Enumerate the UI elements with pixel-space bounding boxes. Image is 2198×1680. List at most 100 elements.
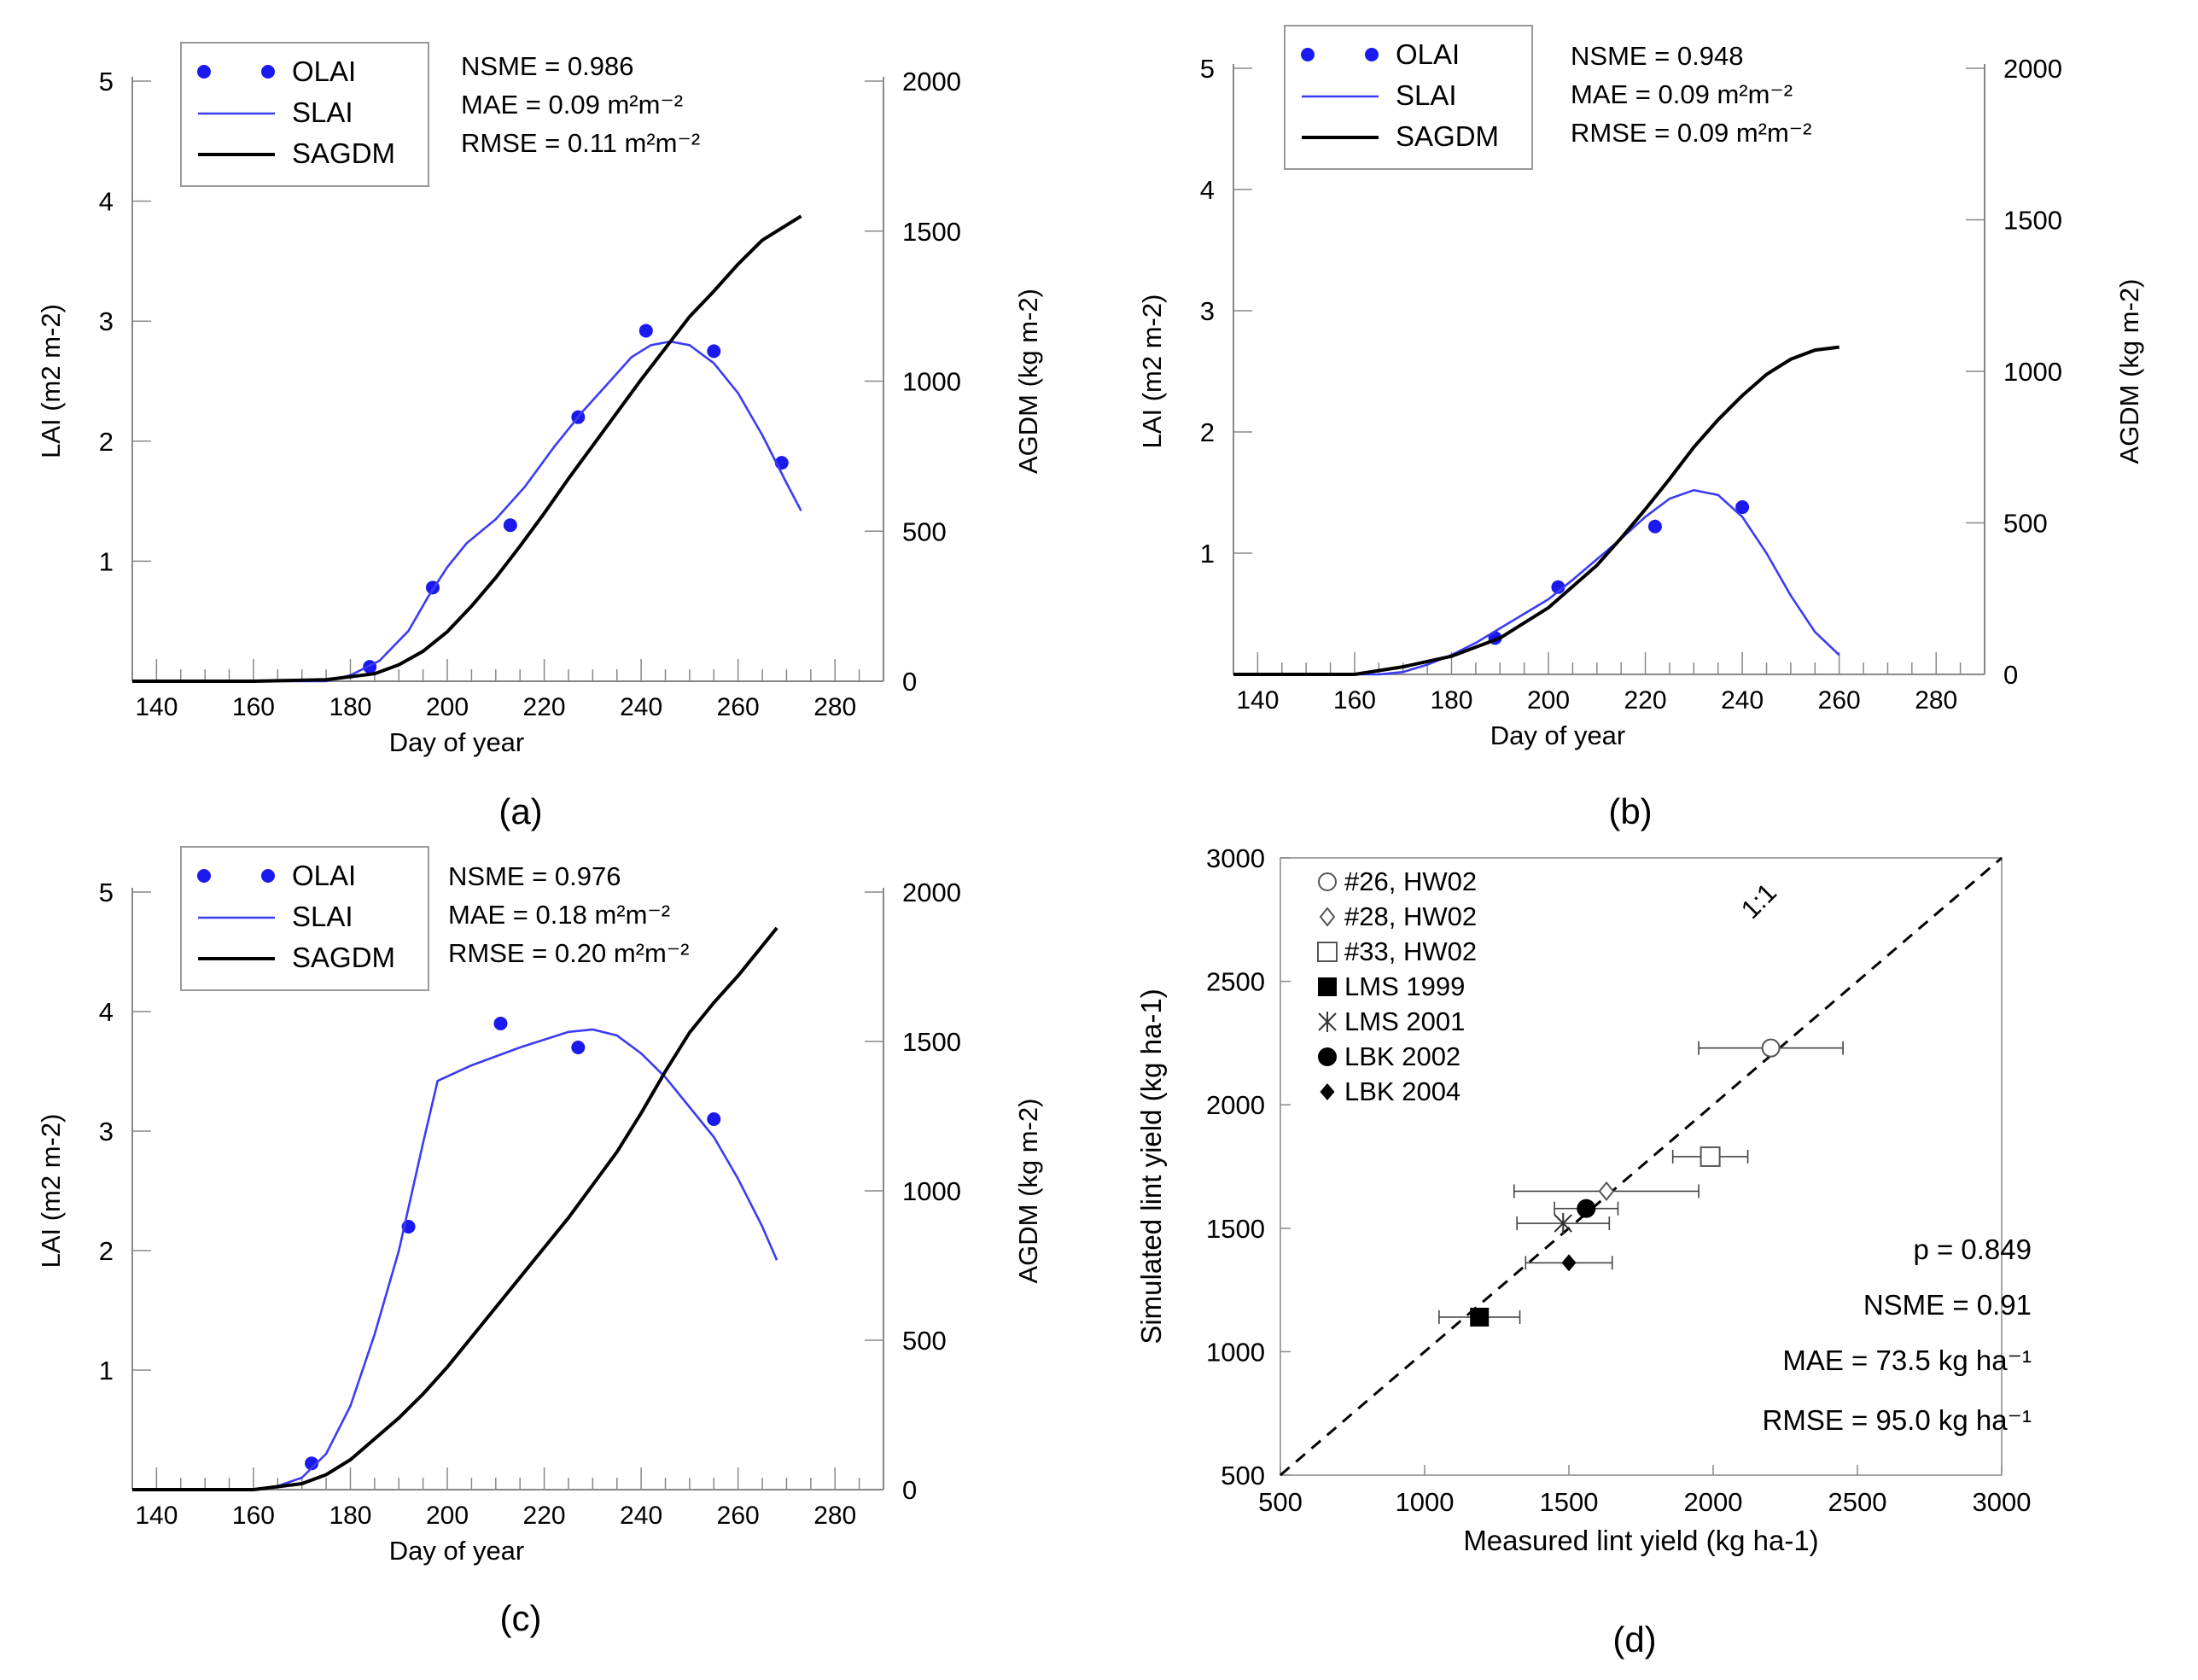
legend-marker-filled-square — [1318, 977, 1337, 996]
x-tick-label: 240 — [620, 1502, 662, 1530]
legend-olai-marker — [1301, 48, 1315, 61]
y-right-tick-label: 1500 — [902, 1027, 961, 1057]
olai-point — [493, 1017, 508, 1030]
panel-label: (d) — [1612, 1619, 1656, 1660]
legend-label: OLAI — [292, 55, 356, 87]
x-tick-label: 2500 — [1828, 1487, 1887, 1517]
one-to-one-line — [1280, 856, 2003, 1477]
olai-point — [1735, 500, 1750, 515]
legend-label: SAGDM — [292, 942, 395, 973]
y-left-tick-label: 1 — [99, 546, 114, 576]
olai-point — [638, 324, 653, 338]
panel-label: (c) — [500, 1598, 542, 1638]
marker-filled-circle — [1577, 1199, 1596, 1218]
olai-point — [305, 1456, 319, 1471]
x-tick-label: 220 — [523, 1502, 566, 1530]
y-left-tick-label: 3 — [1200, 296, 1215, 326]
y-right-tick-label: 1000 — [2003, 357, 2062, 387]
y-left-axis-label: LAI (m2 m-2) — [1137, 295, 1167, 449]
legend-marker-filled-circle — [1318, 1047, 1337, 1066]
legend-label: SLAI — [292, 901, 353, 932]
legend-label: #28, HW02 — [1344, 901, 1477, 931]
stat-text: NSME = 0.976 — [448, 861, 621, 891]
olai-point — [1551, 580, 1565, 594]
x-tick-label: 260 — [717, 693, 760, 721]
y-tick-label: 2500 — [1206, 967, 1265, 997]
x-tick-label: 2000 — [1684, 1487, 1743, 1517]
series-slai-line — [132, 1028, 778, 1491]
y-left-tick-label: 5 — [1200, 54, 1215, 84]
y-tick-label: 1000 — [1206, 1337, 1265, 1367]
legend-label: #33, HW02 — [1344, 936, 1477, 966]
legend-label: OLAI — [292, 860, 356, 891]
series-sagdm-line — [1233, 345, 1839, 676]
y-left-tick-label: 5 — [99, 878, 114, 907]
panel-b: 140 160 180 200 220 240 260 280 1 2 3 4 5 0 500 1000 150… — [1137, 25, 2144, 831]
x-tick-label: 280 — [1915, 686, 1957, 715]
legend-olai-marker — [197, 869, 211, 883]
legend-label: SAGDM — [292, 137, 395, 169]
marker-open-square — [1700, 1146, 1721, 1167]
x-tick-label: 180 — [329, 1502, 371, 1530]
x-tick-label: 220 — [523, 693, 566, 721]
stat-text: p = 0.849 — [1913, 1234, 2032, 1265]
stat-text: NSME = 0.91 — [1863, 1289, 2032, 1321]
y-left-tick-label: 1 — [1200, 539, 1215, 569]
legend: OLAI SLAI SAGDM — [1284, 25, 1533, 170]
marker-asterisk — [1554, 1213, 1572, 1234]
legend-marker-open-circle — [1318, 872, 1337, 891]
legend-label: LMS 1999 — [1344, 971, 1465, 1001]
y-left-tick-label: 4 — [1200, 175, 1215, 205]
stat-text: RMSE = 0.09 m²m⁻² — [1571, 118, 1812, 148]
data-point-filled-circle — [1554, 1199, 1619, 1218]
panel-a: 140 160 180 200 220 240 260 280 1 2 3 4 5 0 500 1000 150… — [36, 42, 1043, 831]
x-axis-label: Day of year — [389, 727, 525, 757]
x-tick-label: 280 — [813, 1502, 856, 1530]
y-left-tick-label: 3 — [99, 306, 114, 336]
y-right-tick-label: 1500 — [2003, 206, 2062, 236]
series-slai-line — [132, 340, 802, 683]
stat-text: RMSE = 95.0 kg ha⁻¹ — [1763, 1404, 2032, 1436]
legend-label: #26, HW02 — [1344, 866, 1477, 896]
legend-marker-open-square — [1317, 942, 1338, 962]
series-sagdm-line — [132, 926, 778, 1491]
legend-label: SAGDM — [1396, 120, 1499, 152]
x-tick-label: 240 — [1721, 686, 1764, 715]
stat-text: MAE = 0.18 m²m⁻² — [448, 900, 670, 930]
x-tick-label: 260 — [1818, 686, 1861, 715]
y-left-tick-label: 2 — [99, 427, 114, 457]
data-point-open-square — [1671, 1146, 1749, 1167]
y-right-tick-label: 500 — [902, 1326, 947, 1356]
y-left-tick-label: 2 — [99, 1236, 114, 1266]
series-slai-line — [1233, 488, 1840, 676]
y-right-tick-label: 2000 — [2003, 54, 2062, 84]
legend-label: LMS 2001 — [1344, 1006, 1465, 1036]
y-right-axis-label: AGDM (kg m-2) — [1013, 1099, 1043, 1284]
x-axis-label: Day of year — [389, 1536, 525, 1566]
stat-text: MAE = 73.5 kg ha⁻¹ — [1782, 1345, 2032, 1376]
x-tick-label: 160 — [232, 693, 275, 721]
x-tick-label: 160 — [1333, 686, 1376, 715]
marker-open-circle — [1761, 1038, 1781, 1058]
olai-point — [707, 1112, 721, 1126]
x-tick-label: 220 — [1624, 686, 1667, 715]
y-right-tick-label: 500 — [902, 516, 947, 546]
legend-olai-marker — [261, 869, 275, 883]
x-tick-label: 1500 — [1540, 1487, 1599, 1517]
y-right-tick-label: 0 — [902, 667, 917, 697]
legend-olai-marker — [1365, 48, 1379, 61]
panel-label: (a) — [498, 791, 542, 831]
x-tick-label: 280 — [813, 693, 856, 721]
panel-d: 500 1000 1500 2000 2500 3000 500 1000 1500 2000 25… — [1135, 843, 2032, 1660]
legend-olai-marker — [261, 65, 275, 79]
y-right-axis-label: AGDM (kg m-2) — [2114, 279, 2144, 464]
data-point-filled-diamond — [1525, 1254, 1613, 1272]
x-axis-label: Day of year — [1490, 720, 1626, 750]
legend-label: LBK 2002 — [1344, 1041, 1460, 1071]
marker-filled-diamond — [1561, 1254, 1577, 1272]
y-right-tick-label: 2000 — [902, 878, 961, 907]
stat-text: NSME = 0.986 — [461, 51, 633, 81]
y-tick-label: 500 — [1221, 1461, 1265, 1490]
x-tick-label: 500 — [1258, 1487, 1303, 1517]
